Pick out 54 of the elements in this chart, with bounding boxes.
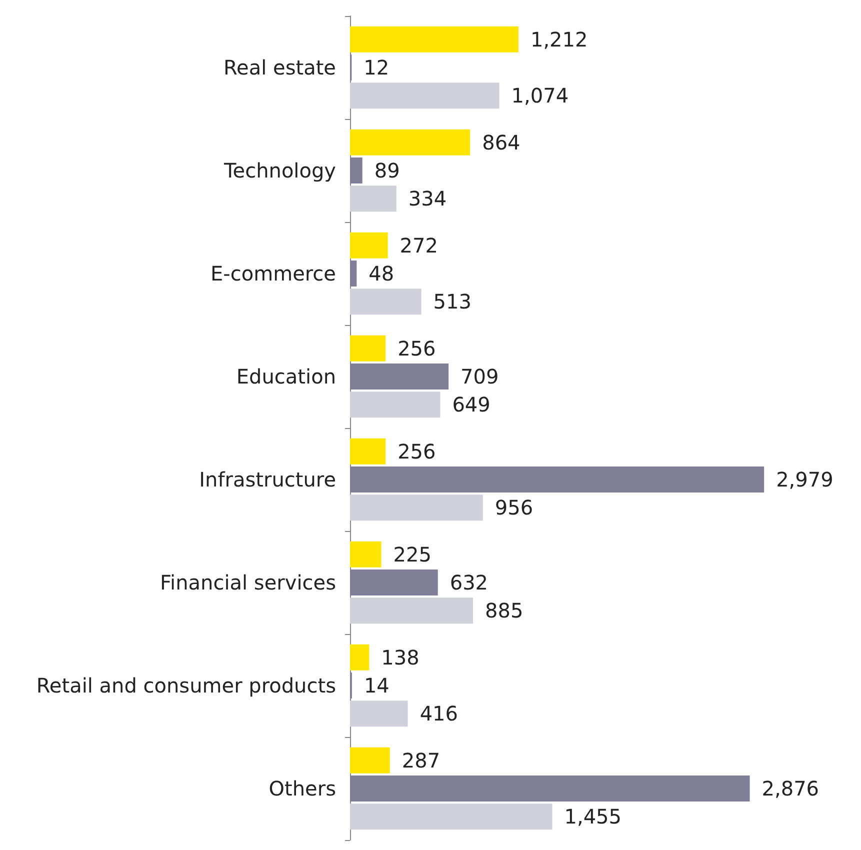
data-label: 12 [364,56,390,80]
data-label: 256 [398,439,436,464]
bar [350,260,357,286]
bar [350,541,382,568]
bar [350,747,390,774]
data-label: 632 [450,570,488,594]
data-label: 138 [381,645,420,670]
data-label: 513 [433,290,472,314]
y-tick-label: Retail and consumer products [36,674,336,698]
data-label: 885 [485,598,524,623]
y-tick-label: Others [268,776,336,800]
bar [350,466,764,492]
data-label: 956 [494,496,534,520]
data-label: 1,212 [530,27,588,52]
data-label: 2,979 [776,468,834,492]
y-tick-label: Education [236,364,336,388]
bar [350,82,500,109]
bar [350,700,408,727]
data-label: 416 [420,702,458,726]
data-label: 709 [460,364,499,388]
y-tick-label: Financial services [160,570,336,594]
y-tick-label: E-commerce [210,262,336,286]
bar [350,288,422,315]
data-label: 89 [374,158,400,182]
data-label: 334 [408,186,447,211]
bar [350,364,449,390]
bar [350,26,518,52]
data-label: 1,074 [511,84,569,108]
data-label: 2,876 [762,776,820,800]
data-label: 256 [398,336,436,360]
data-label: 1,455 [564,804,622,829]
bar [350,804,552,830]
data-label: 649 [452,392,490,417]
y-tick-label: Real estate [224,56,336,80]
bar [350,438,386,464]
y-tick-label: Infrastructure [199,468,336,492]
data-label: 225 [393,542,432,566]
bar [350,776,750,802]
bar [350,335,386,362]
y-tick-label: Technology [222,158,336,182]
data-label: 14 [364,674,390,698]
data-label: 48 [368,262,394,286]
bar [350,644,370,670]
bar [350,598,474,624]
bar [350,570,438,596]
bar [350,158,362,184]
data-label: 864 [482,130,520,154]
bar [350,392,440,418]
bar [350,232,388,258]
bar [350,129,470,156]
data-label: 287 [402,748,440,772]
bar [350,186,396,212]
bar [350,494,483,521]
data-label: 272 [400,233,438,258]
